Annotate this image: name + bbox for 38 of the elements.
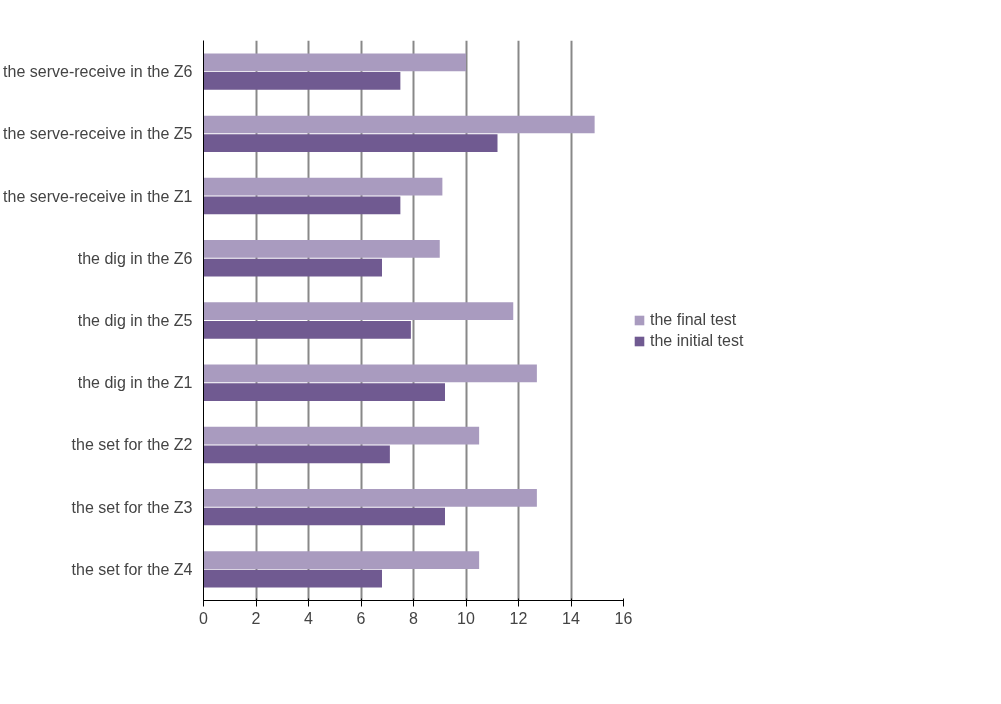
bar — [203, 72, 401, 90]
y-tick-label: the serve-receive in the Z6 — [3, 63, 193, 81]
x-tick-label: 6 — [356, 609, 366, 627]
bar — [203, 115, 595, 134]
legend-label: the final test — [650, 311, 737, 329]
bar — [203, 551, 480, 569]
y-tick-label: the dig in the Z6 — [77, 249, 193, 267]
bar — [203, 240, 440, 258]
x-tick-label: 0 — [199, 609, 209, 627]
x-tick-label: 12 — [509, 609, 528, 627]
x-tick-label: 16 — [614, 609, 633, 627]
bar — [203, 364, 537, 383]
bar — [203, 445, 390, 464]
bar — [203, 302, 514, 321]
bar — [203, 53, 466, 72]
y-tick-label: the serve-receive in the Z1 — [3, 187, 193, 205]
x-tick-label: 4 — [304, 609, 314, 627]
bar — [203, 177, 443, 196]
bar — [203, 383, 445, 401]
bar — [203, 258, 382, 277]
y-tick-label: the serve-receive in the Z5 — [3, 125, 193, 143]
x-tick-label: 14 — [562, 609, 580, 627]
x-tick-label: 2 — [251, 609, 261, 627]
bar — [203, 507, 445, 526]
bar — [203, 488, 537, 507]
y-tick-label: the dig in the Z1 — [77, 374, 193, 392]
bar — [203, 426, 480, 445]
bar — [203, 569, 382, 588]
x-tick-label: 8 — [409, 609, 419, 627]
y-tick-label: the set for the Z2 — [71, 436, 193, 454]
bar — [203, 320, 411, 339]
y-tick-label: the set for the Z4 — [71, 560, 193, 578]
y-tick-label: the dig in the Z5 — [77, 312, 193, 329]
x-tick-label: 10 — [457, 609, 475, 627]
bar — [203, 134, 498, 153]
bar — [203, 196, 401, 215]
y-tick-label: the set for the Z3 — [71, 498, 193, 516]
legend-label: the initial test — [650, 332, 744, 350]
